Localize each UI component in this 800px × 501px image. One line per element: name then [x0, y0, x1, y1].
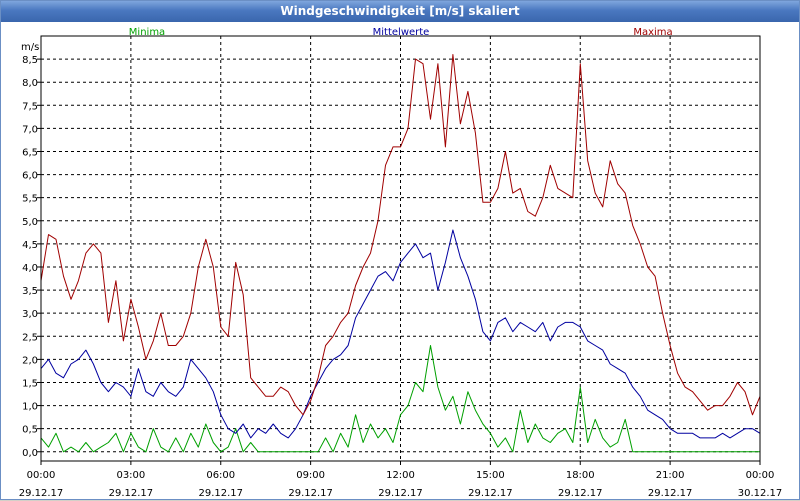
legend-minima: Minima: [129, 27, 165, 38]
series-lines: [40, 54, 761, 453]
y-tick-label: 4,0: [22, 263, 38, 274]
x-tick-date: 29.12.17: [378, 488, 423, 499]
x-tick-date: 30.12.17: [738, 488, 783, 499]
y-tick-label: 3,0: [22, 309, 38, 320]
y-tick-label: 1,0: [22, 402, 38, 413]
y-tick-label: 4,5: [22, 240, 38, 251]
series-line-minima: [40, 345, 760, 453]
x-tick-time: 21:00: [656, 470, 685, 481]
x-tick-time: 15:00: [476, 470, 505, 481]
x-tick-time: 00:00: [746, 470, 775, 481]
series-line-maxima: [40, 54, 761, 416]
y-tick-label: 8,0: [22, 78, 38, 89]
y-tick-label: 5,0: [22, 217, 38, 228]
grid-lines: [41, 36, 760, 461]
x-tick-date: 29.12.17: [19, 488, 64, 499]
x-tick-date: 29.12.17: [558, 488, 603, 499]
x-tick-time: 18:00: [566, 470, 595, 481]
x-tick-time: 12:00: [386, 470, 415, 481]
y-tick-label: 8,5: [22, 55, 38, 66]
x-tick-date: 29.12.17: [198, 488, 243, 499]
x-tick-time: 06:00: [206, 470, 235, 481]
y-tick-label: 2,0: [22, 355, 38, 366]
x-tick-time: 00:00: [27, 470, 56, 481]
x-tick-time: 09:00: [296, 470, 325, 481]
legend-mittelwerte: Mittelwerte: [373, 27, 430, 38]
x-tick-date: 29.12.17: [468, 488, 513, 499]
x-axis: 00:00 29.12.17 03:00 29.12.17 06:00 29.12.17 0…: [19, 461, 783, 499]
legend: Minima Mittelwerte Maxima: [129, 27, 673, 38]
y-tick-label: 5,5: [22, 194, 38, 205]
y-tick-label: 6,0: [22, 171, 38, 182]
y-tick-label: 3,5: [22, 286, 38, 297]
x-tick-time: 03:00: [116, 470, 145, 481]
series-line-mittelwerte: [40, 229, 761, 439]
y-tick-label: 0,0: [22, 448, 38, 459]
y-tick-label: 2,5: [22, 332, 38, 343]
window-title: Windgeschwindigkeit [m/s] skaliert: [1, 1, 799, 22]
x-tick-date: 29.12.17: [648, 488, 693, 499]
y-axis-label: m/s: [21, 42, 39, 53]
y-tick-label: 7,5: [22, 101, 38, 112]
x-tick-date: 29.12.17: [288, 488, 333, 499]
y-tick-label: 0,5: [22, 425, 38, 436]
y-axis: 0,0 0,5 1,0 1,5 2,0 2,5 3,0 3,5 4,0 4,5 5,0 5,5 6,0 6…: [22, 55, 41, 459]
legend-maxima: Maxima: [633, 27, 672, 38]
x-tick-date: 29.12.17: [109, 488, 154, 499]
y-tick-label: 7,0: [22, 124, 38, 135]
y-tick-label: 1,5: [22, 378, 38, 389]
y-tick-label: 6,5: [22, 147, 38, 158]
